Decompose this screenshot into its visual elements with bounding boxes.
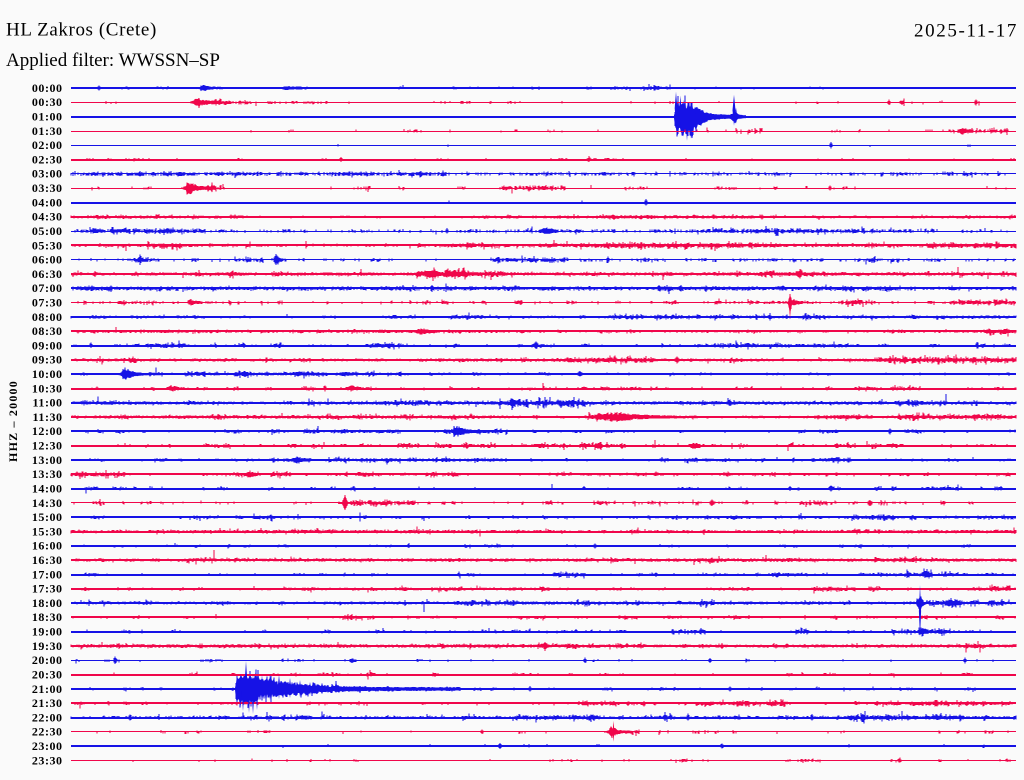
svg-text:21:30: 21:30 [32, 696, 63, 710]
svg-text:06:30: 06:30 [32, 267, 63, 281]
svg-text:01:00: 01:00 [32, 110, 63, 124]
svg-text:08:30: 08:30 [32, 324, 63, 338]
svg-text:13:30: 13:30 [32, 467, 63, 481]
svg-text:23:30: 23:30 [32, 753, 63, 767]
svg-text:17:00: 17:00 [32, 567, 63, 581]
svg-text:10:30: 10:30 [32, 381, 63, 395]
svg-text:00:00: 00:00 [32, 81, 63, 95]
svg-text:08:00: 08:00 [32, 310, 63, 324]
svg-text:18:30: 18:30 [32, 610, 63, 624]
svg-text:13:00: 13:00 [32, 453, 63, 467]
svg-text:00:30: 00:30 [32, 95, 63, 109]
svg-text:HHZ – 20000: HHZ – 20000 [6, 380, 20, 462]
svg-text:10:00: 10:00 [32, 367, 63, 381]
svg-text:12:00: 12:00 [32, 424, 63, 438]
svg-text:23:00: 23:00 [32, 739, 63, 753]
svg-text:16:30: 16:30 [32, 553, 63, 567]
svg-text:19:30: 19:30 [32, 639, 63, 653]
svg-text:15:00: 15:00 [32, 510, 63, 524]
svg-text:07:00: 07:00 [32, 281, 63, 295]
svg-text:Applied filter: WWSSN–SP: Applied filter: WWSSN–SP [6, 50, 220, 71]
svg-text:03:00: 03:00 [32, 167, 63, 181]
svg-text:19:00: 19:00 [32, 625, 63, 639]
svg-text:11:00: 11:00 [33, 396, 63, 410]
svg-text:22:00: 22:00 [32, 710, 63, 724]
svg-text:07:30: 07:30 [32, 296, 63, 310]
svg-text:05:00: 05:00 [32, 224, 63, 238]
svg-text:11:30: 11:30 [33, 410, 63, 424]
svg-text:HL Zakros (Crete): HL Zakros (Crete) [6, 20, 157, 41]
svg-text:01:30: 01:30 [32, 124, 63, 138]
svg-text:09:30: 09:30 [32, 353, 63, 367]
svg-text:14:00: 14:00 [32, 482, 63, 496]
svg-text:02:00: 02:00 [32, 138, 63, 152]
svg-text:04:30: 04:30 [32, 210, 63, 224]
svg-text:12:30: 12:30 [32, 439, 63, 453]
svg-text:15:30: 15:30 [32, 524, 63, 538]
svg-text:17:30: 17:30 [32, 582, 63, 596]
svg-text:2025-11-17: 2025-11-17 [914, 21, 1018, 42]
svg-text:05:30: 05:30 [32, 238, 63, 252]
svg-text:21:00: 21:00 [32, 682, 63, 696]
svg-text:04:00: 04:00 [32, 195, 63, 209]
svg-text:03:30: 03:30 [32, 181, 63, 195]
svg-text:20:30: 20:30 [32, 667, 63, 681]
svg-text:22:30: 22:30 [32, 725, 63, 739]
svg-text:18:00: 18:00 [32, 596, 63, 610]
svg-text:06:00: 06:00 [32, 253, 63, 267]
svg-text:14:30: 14:30 [32, 496, 63, 510]
svg-text:16:00: 16:00 [32, 539, 63, 553]
svg-text:20:00: 20:00 [32, 653, 63, 667]
svg-text:09:00: 09:00 [32, 338, 63, 352]
svg-text:02:30: 02:30 [32, 152, 63, 166]
